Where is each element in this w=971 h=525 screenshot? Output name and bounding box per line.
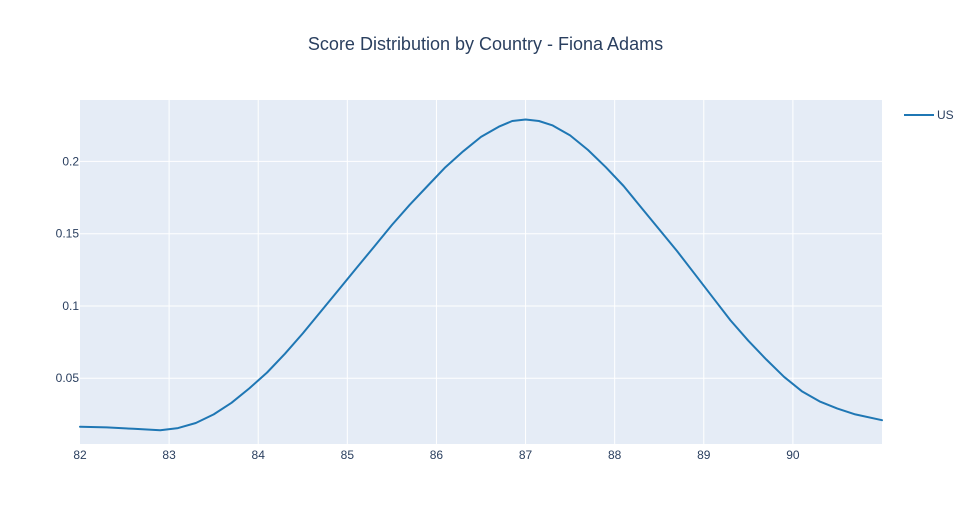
- legend-item-us[interactable]: US: [904, 108, 954, 122]
- y-tick-label: 0.15: [56, 227, 80, 241]
- x-tick-label: 89: [697, 448, 711, 462]
- grid: [80, 100, 882, 444]
- x-tick-label: 85: [341, 448, 355, 462]
- x-tick-label: 87: [519, 448, 533, 462]
- legend[interactable]: US: [904, 108, 954, 122]
- x-tick-label: 83: [162, 448, 176, 462]
- legend-label: US: [937, 108, 954, 122]
- x-tick-label: 90: [786, 448, 800, 462]
- x-tick-label: 82: [73, 448, 87, 462]
- series-lines: [79, 118, 883, 432]
- x-tick-label: 86: [430, 448, 444, 462]
- chart-title: Score Distribution by Country - Fiona Ad…: [308, 34, 663, 54]
- y-tick-label: 0.2: [62, 154, 79, 168]
- x-tick-label: 84: [252, 448, 266, 462]
- y-tick-label: 0.1: [62, 299, 79, 313]
- x-axis-ticks: 82 83 84 85 86 87 88 89 90: [73, 448, 800, 462]
- series-line-us: [79, 118, 883, 432]
- x-tick-label: 88: [608, 448, 622, 462]
- plot-background: [80, 100, 882, 444]
- y-tick-label: 0.05: [56, 371, 80, 385]
- y-axis-ticks: 0.05 0.1 0.15 0.2: [56, 154, 80, 385]
